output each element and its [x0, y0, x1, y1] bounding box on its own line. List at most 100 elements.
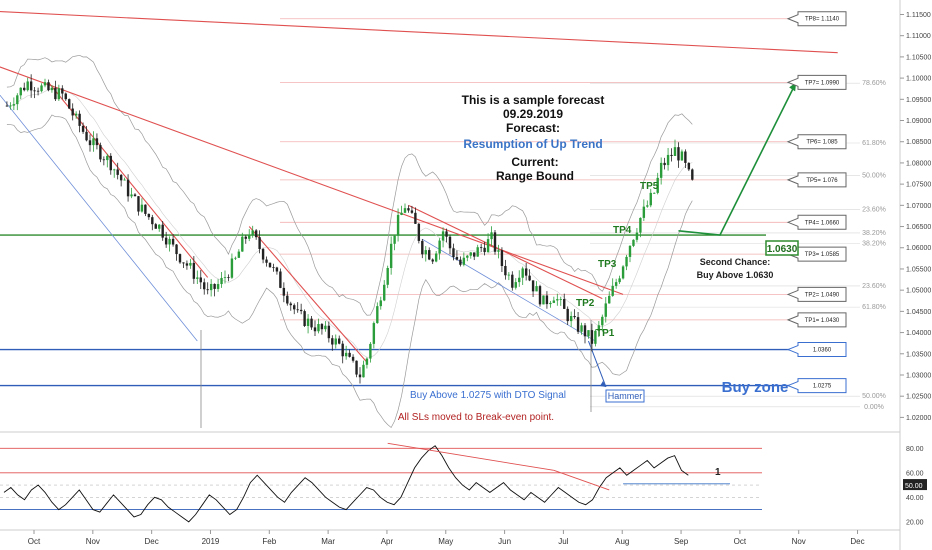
candle-body — [493, 232, 497, 252]
candle-body — [248, 234, 251, 239]
candle-body — [687, 162, 691, 170]
candle-body — [452, 248, 455, 258]
candle-body — [365, 358, 369, 365]
trendline — [0, 66, 624, 295]
candle-body — [310, 318, 313, 328]
candle-body — [542, 295, 545, 305]
candle-body — [26, 81, 29, 91]
candle-body — [559, 299, 562, 300]
callout-tp: TP6= 1.085 — [786, 134, 847, 150]
price-tick-label: 1.10000 — [906, 76, 931, 83]
candle-body — [524, 268, 528, 276]
candle-body — [684, 151, 687, 163]
callout-label: TP6= 1.085 — [806, 140, 838, 146]
price-tick-label: 1.04500 — [906, 309, 931, 316]
time-tick-label: Nov — [86, 537, 100, 546]
candle-body — [403, 208, 407, 213]
candle-body — [88, 140, 92, 146]
candle-body — [85, 131, 88, 141]
oscillator-tick-label: 60.00 — [906, 470, 924, 477]
candle-body — [369, 343, 372, 359]
candle-body — [133, 194, 137, 197]
candle-body — [209, 283, 213, 291]
oscillator-value-box — [903, 479, 927, 491]
candle-body — [659, 162, 663, 178]
candle-body — [414, 212, 417, 224]
candle-body — [618, 278, 621, 283]
candle-body — [400, 212, 403, 215]
candle-body — [268, 262, 272, 268]
current-label: Current: — [511, 155, 558, 169]
callout-label: 1.0360 — [813, 348, 832, 354]
time-tick-label: Jun — [498, 537, 511, 546]
candle-body — [92, 138, 95, 146]
tp4-label: TP4 — [613, 225, 632, 236]
candle-body — [61, 88, 64, 94]
oscillator-marker: 1 — [715, 467, 721, 478]
callout-box — [786, 312, 847, 328]
price-tick-label: 1.11500 — [906, 12, 931, 19]
candle-body — [306, 318, 310, 326]
fib-label: 23.60% — [862, 283, 886, 290]
candle-body — [611, 285, 614, 296]
candle-body — [386, 267, 389, 285]
main-panel-bg — [0, 0, 900, 430]
time-tick-label: Oct — [734, 537, 747, 546]
time-tick-label: Dec — [145, 537, 159, 546]
candle-body — [109, 155, 112, 171]
time-tick-label: Nov — [792, 537, 806, 546]
candle-body — [192, 262, 196, 279]
candles-layer — [5, 74, 694, 384]
fib-label: 50.00% — [862, 173, 886, 180]
hammer-box — [605, 389, 645, 403]
price-tick-label: 1.05500 — [906, 266, 931, 273]
candle-body — [438, 240, 441, 254]
candle-body — [206, 289, 209, 291]
sl-note: All SLs moved to Break-even point. — [398, 412, 554, 423]
candle-body — [483, 247, 486, 253]
candle-body — [99, 145, 102, 160]
candle-body — [441, 231, 445, 241]
candle-body — [511, 274, 514, 288]
candle-body — [666, 154, 670, 166]
callout-box — [786, 342, 847, 358]
candle-body — [628, 245, 632, 257]
candle-body — [147, 213, 151, 218]
candle-body — [203, 282, 206, 290]
candle-body — [473, 252, 476, 257]
fib-label: 38.20% — [862, 230, 886, 237]
candle-body — [552, 300, 556, 303]
candle-body — [102, 159, 106, 161]
candle-body — [43, 82, 47, 86]
levels-layer: 78.60% 61.80% 50.00% 23.60% 38.20% 38.20% 23.6… — [0, 18, 886, 411]
candle-body — [164, 237, 168, 245]
candle-body — [230, 258, 234, 278]
buy-zone-label: Buy zone — [722, 379, 789, 396]
candle-body — [216, 284, 220, 289]
candle-body — [466, 255, 469, 258]
buy-above-note: Buy Above 1.0275 with DTO Signal — [410, 390, 566, 401]
candle-body — [538, 286, 542, 305]
tp3-label: TP3 — [598, 259, 617, 270]
candle-body — [535, 286, 538, 292]
candle-body — [379, 300, 382, 307]
candle-body — [189, 262, 192, 266]
candle-body — [317, 324, 320, 332]
time-tick-label: May — [438, 537, 453, 546]
callout-box — [786, 172, 847, 188]
candle-body — [303, 311, 306, 326]
candle-body — [272, 267, 275, 269]
current-value: Range Bound — [496, 169, 574, 183]
candle-body — [476, 247, 479, 257]
price-tick-label: 1.08500 — [906, 139, 931, 146]
candle-body — [296, 309, 299, 311]
candle-body — [601, 316, 604, 326]
price-tick-label: 1.03500 — [906, 351, 931, 358]
candle-body — [33, 90, 36, 92]
candle-body — [604, 303, 607, 317]
time-tick-label: 2019 — [202, 537, 220, 546]
callout-label: TP4= 1.0660 — [805, 220, 840, 226]
callout-tp: TP7= 1.0990 — [786, 74, 847, 90]
